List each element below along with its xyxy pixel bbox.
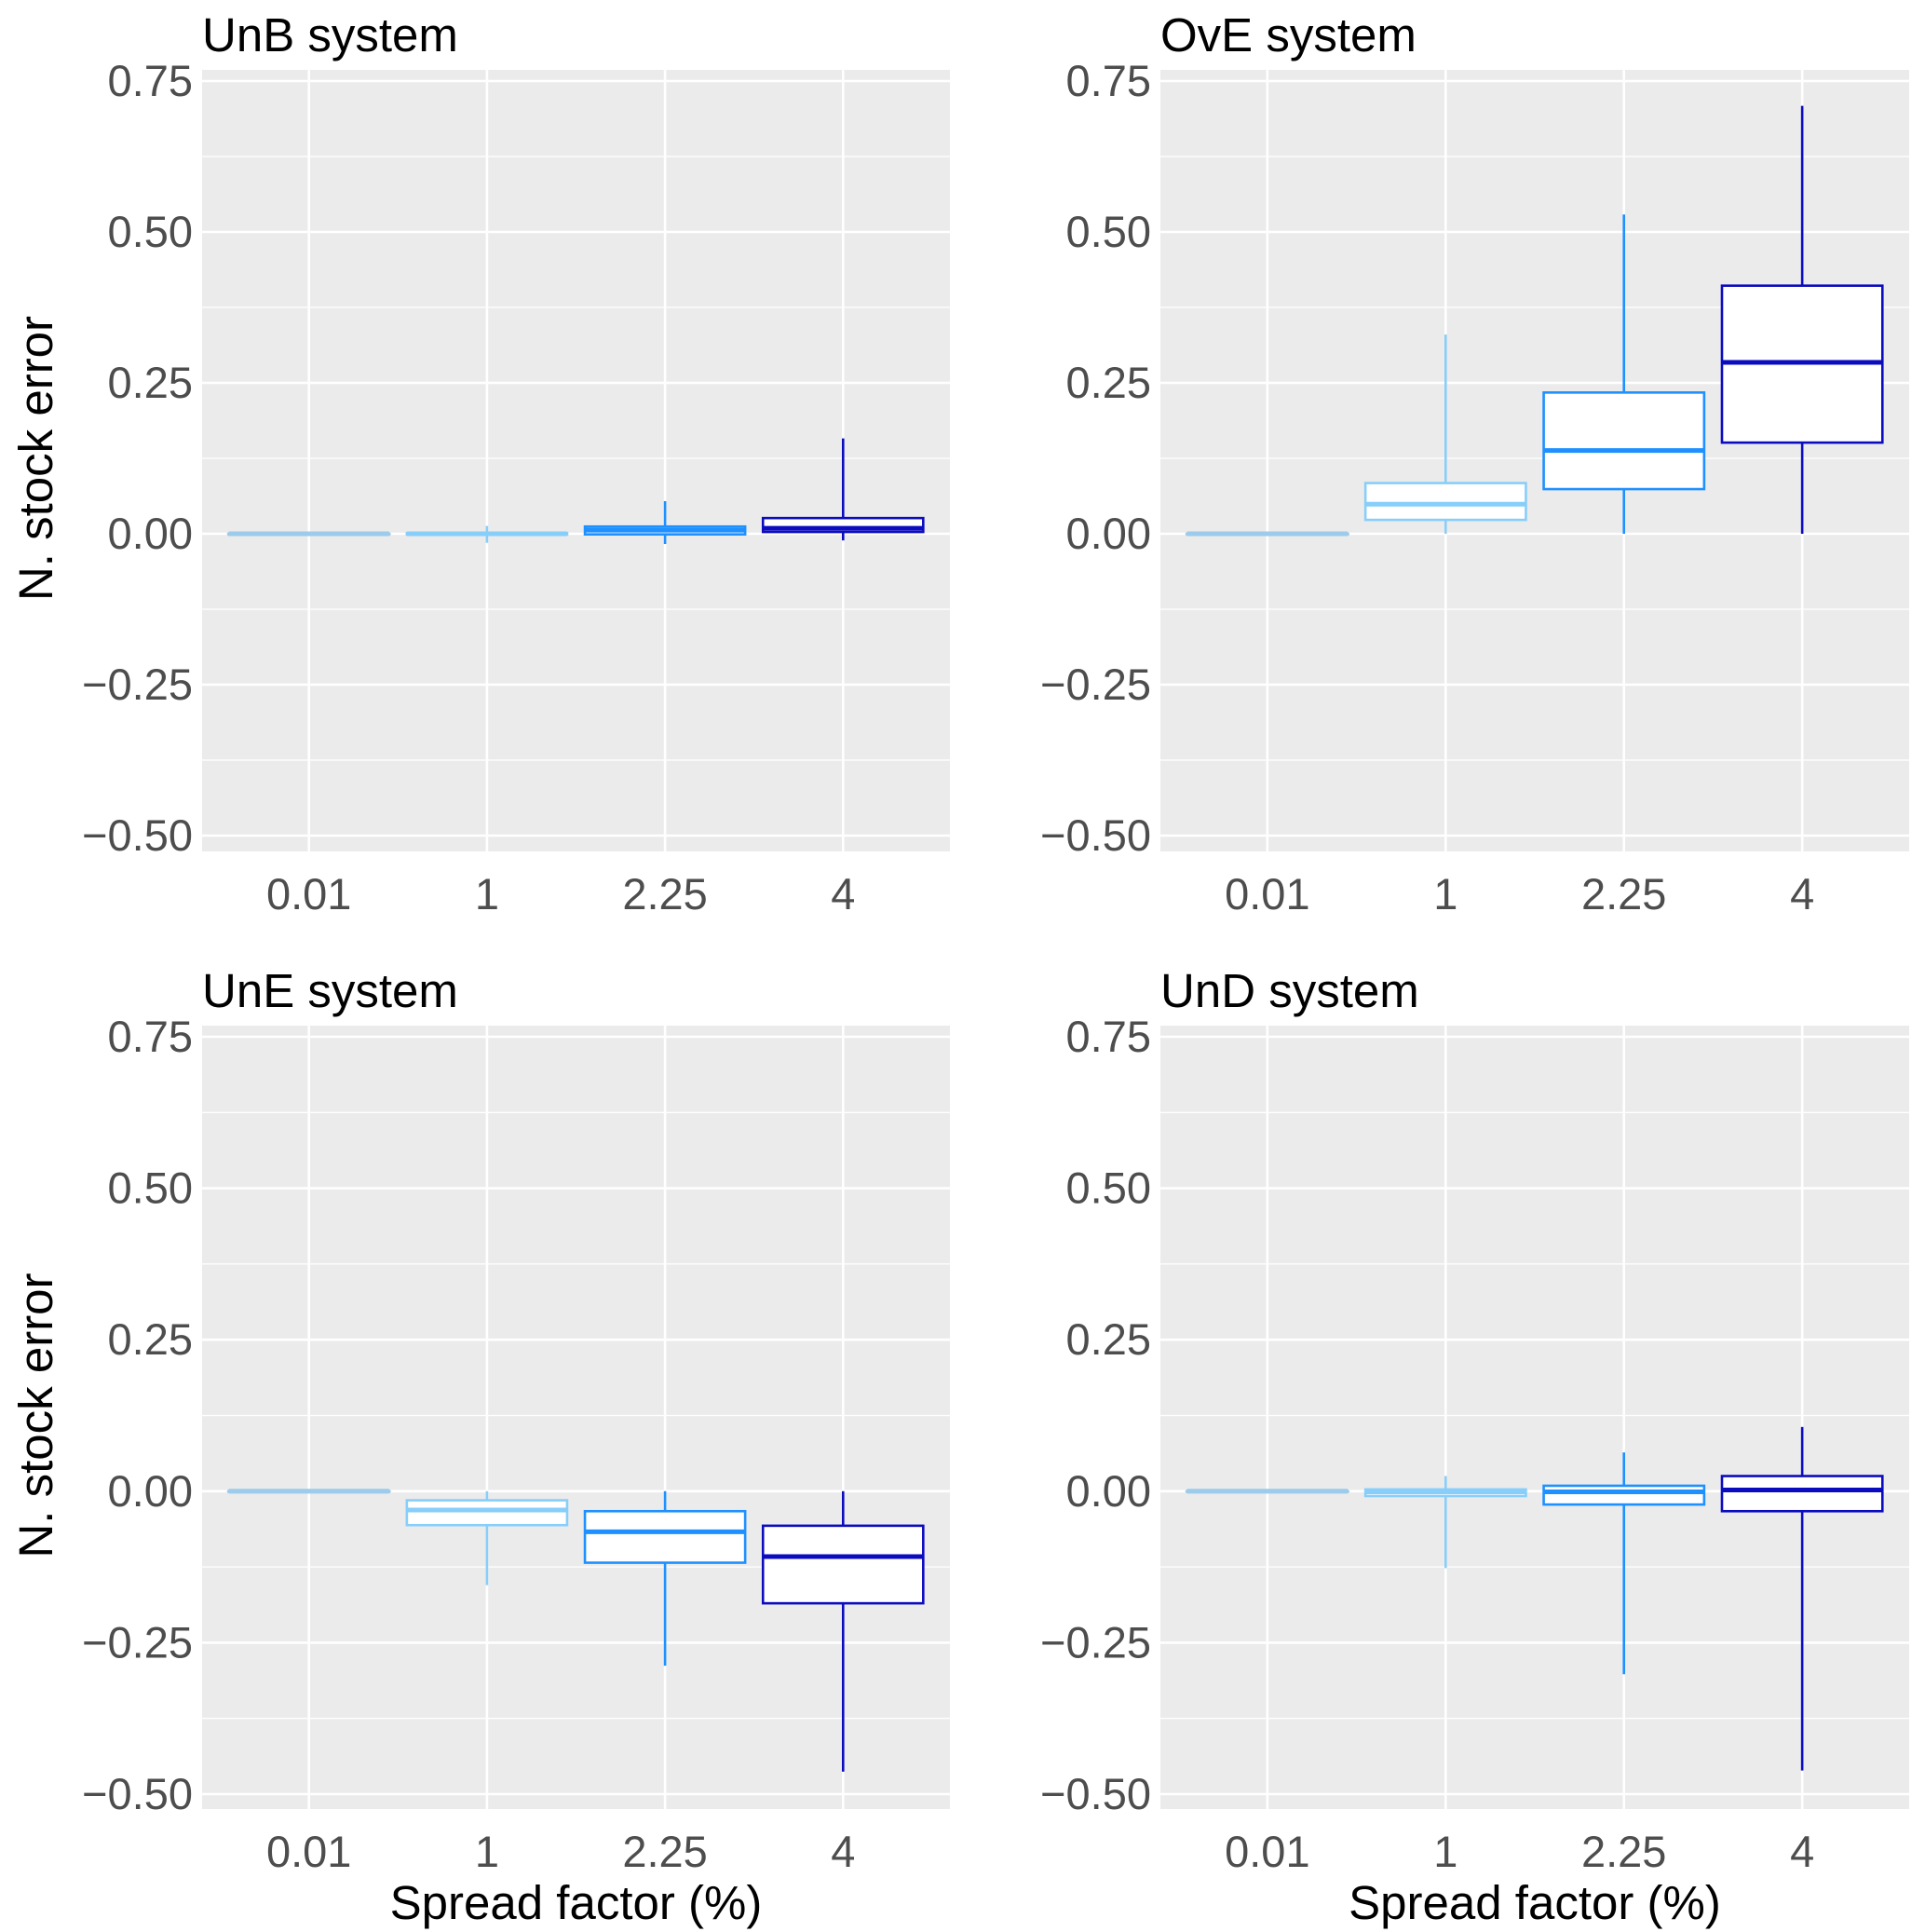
y-tick-label: 0.25 xyxy=(1066,1314,1151,1364)
box-iqr xyxy=(405,1499,569,1527)
y-tick-label: −0.50 xyxy=(1040,1769,1151,1818)
y-tick-label: 0.50 xyxy=(1066,1163,1151,1213)
box-iqr xyxy=(1363,482,1527,522)
x-tick-label: 4 xyxy=(1790,1827,1814,1876)
y-tick-label: 0.75 xyxy=(108,56,193,105)
y-tick-label: 0.00 xyxy=(108,1466,193,1516)
box-1 xyxy=(1363,1476,1527,1569)
box-0.01 xyxy=(226,531,391,537)
box-4 xyxy=(761,438,925,541)
y-tick-label: 0.75 xyxy=(1066,1012,1151,1061)
box-4 xyxy=(761,1490,925,1772)
x-tick-label: 4 xyxy=(831,869,855,918)
box-0.01 xyxy=(1185,1489,1349,1494)
box-iqr xyxy=(583,1509,747,1564)
x-tick-label: 0.01 xyxy=(266,869,351,918)
panel-background xyxy=(202,1026,950,1809)
x-tick-label: 2.25 xyxy=(1581,1827,1666,1876)
y-tick-label: 0.75 xyxy=(1066,56,1151,105)
y-axis-title: N. stock error xyxy=(9,316,62,601)
panel-une-system: 0.75 0.50 0.25 0.00 −0.25 −0.50 0.01 1 2.25 4 UnE … xyxy=(9,964,950,1929)
box-iqr xyxy=(761,1524,925,1605)
panel-title: UnE system xyxy=(202,964,458,1017)
panel-ove-system: 0.75 0.50 0.25 0.00 −0.25 −0.50 0.01 1 2.25 4 OvE … xyxy=(1040,8,1909,918)
box-iqr xyxy=(1720,1475,1884,1513)
x-tick-label: 1 xyxy=(475,869,499,918)
x-tick-label: 0.01 xyxy=(266,1827,351,1876)
panel-und-system: 0.75 0.50 0.25 0.00 −0.25 −0.50 0.01 1 2.25 4 UnD … xyxy=(1040,964,1909,1929)
panel-background xyxy=(1160,1026,1909,1809)
x-axis-title: Spread factor (%) xyxy=(390,1876,763,1929)
box-0.01 xyxy=(1185,531,1349,537)
box-4 xyxy=(1720,105,1884,534)
box-iqr xyxy=(1542,391,1706,491)
y-tick-label: −0.50 xyxy=(82,810,193,860)
x-tick-label: 2.25 xyxy=(622,1827,707,1876)
box-2.25 xyxy=(583,501,747,545)
x-tick-label: 2.25 xyxy=(622,869,707,918)
y-tick-label: 0.50 xyxy=(1066,207,1151,256)
x-tick-label: 0.01 xyxy=(1225,869,1309,918)
y-tick-label: −0.25 xyxy=(1040,660,1151,709)
panel-title: UnD system xyxy=(1160,964,1419,1017)
panel-title: UnB system xyxy=(202,8,458,61)
panel-title: OvE system xyxy=(1160,8,1417,61)
x-tick-label: 4 xyxy=(831,1827,855,1876)
panel-unb-system: 0.75 0.50 0.25 0.00 −0.25 −0.50 0.01 1 2.25 4 UnB … xyxy=(9,8,950,918)
y-axis-title: N. stock error xyxy=(9,1272,62,1558)
box-2.25 xyxy=(583,1490,747,1667)
panel-background xyxy=(1160,70,1909,851)
box-1 xyxy=(405,525,569,543)
y-tick-label: 0.75 xyxy=(108,1012,193,1061)
x-axis-title: Spread factor (%) xyxy=(1349,1876,1721,1929)
y-tick-label: 0.25 xyxy=(1066,358,1151,407)
y-tick-label: −0.25 xyxy=(1040,1617,1151,1667)
x-tick-label: 1 xyxy=(1433,1827,1457,1876)
box-1 xyxy=(1363,334,1527,534)
x-tick-label: 1 xyxy=(475,1827,499,1876)
y-tick-label: −0.50 xyxy=(82,1769,193,1818)
panel-background xyxy=(202,70,950,851)
x-tick-label: 2.25 xyxy=(1581,869,1666,918)
y-tick-label: −0.50 xyxy=(1040,810,1151,860)
x-tick-label: 1 xyxy=(1433,869,1457,918)
y-tick-label: 0.00 xyxy=(1066,1466,1151,1516)
box-iqr xyxy=(1542,1484,1706,1506)
box-0.01 xyxy=(226,1489,391,1494)
y-tick-label: 0.25 xyxy=(108,1314,193,1364)
x-tick-label: 4 xyxy=(1790,869,1814,918)
y-tick-label: 0.50 xyxy=(108,1163,193,1213)
box-1 xyxy=(405,1490,569,1585)
y-tick-label: 0.00 xyxy=(1066,509,1151,558)
box-2.25 xyxy=(1542,214,1706,534)
y-tick-label: −0.25 xyxy=(82,660,193,709)
x-tick-label: 0.01 xyxy=(1225,1827,1309,1876)
y-tick-label: 0.50 xyxy=(108,207,193,256)
y-tick-label: 0.25 xyxy=(108,358,193,407)
box-4 xyxy=(1720,1426,1884,1771)
y-tick-label: −0.25 xyxy=(82,1617,193,1667)
y-tick-label: 0.00 xyxy=(108,509,193,558)
box-2.25 xyxy=(1542,1452,1706,1675)
